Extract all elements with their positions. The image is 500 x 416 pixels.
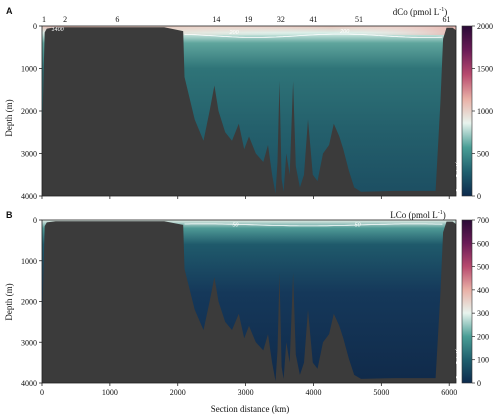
colorbar-tick-label: 100 [477,356,489,365]
station-label: 19 [244,15,252,24]
panel-b-bathymetry [42,221,456,383]
colorbar-bar [461,25,473,197]
x-tick-label: 4000 [305,388,321,397]
contour-label: 200 [339,29,350,35]
panel-a-colorbar: 0 500 1000 1500 2000 Ocean Data View [455,22,493,201]
y-tick-label: 1000 [21,65,37,74]
y-tick-label: 0 [33,216,37,225]
station-label: 14 [212,15,220,24]
panel-b-x-label: Section distance (km) [211,404,289,414]
colorbar-bar [461,219,473,384]
colorbar-tick-label: 700 [477,216,489,225]
odv-watermark: Ocean Data View [455,155,460,192]
panel-b-colorbar-title: LCo (pmol L-1) [390,210,446,220]
panel-a: A 1 2 6 14 19 32 41 51 61 1400 200 200 0 1000 2000 30… [4,6,493,201]
y-tick-label: 0 [33,22,37,31]
station-label: 1 [42,15,46,24]
contour-label: 50 [355,222,362,228]
panel-a-surface-band [42,26,456,35]
contour-label: 50 [232,222,239,228]
station-label: 32 [277,15,285,24]
panel-a-colorbar-title: dCo (pmol L-1) [393,7,448,17]
panel-b-letter: B [6,210,13,220]
colorbar-tick-label: 500 [477,263,489,272]
odv-watermark: Ocean Data View [455,342,460,379]
y-tick-label: 2000 [21,298,37,307]
x-tick-label: 1000 [102,388,118,397]
colorbar-tick-label: 2000 [477,22,493,31]
colorbar-tick-label: 500 [477,150,489,159]
x-tick-label: 0 [40,388,44,397]
colorbar-tick-label: 200 [477,332,489,341]
station-label: 61 [442,15,450,24]
panel-a-y-axis: 0 1000 2000 3000 4000 [21,22,42,201]
panel-b-contour-labels: 50 50 [232,222,361,228]
y-tick-label: 1000 [21,257,37,266]
panel-a-contour-labels: 1400 200 200 [51,27,350,36]
panel-b-contour-50 [184,223,443,227]
station-label: 2 [63,15,67,24]
x-tick-label: 2000 [170,388,186,397]
x-tick-label: 3000 [238,388,254,397]
station-label: 6 [115,15,119,24]
station-label: 51 [355,15,363,24]
colorbar-tick-label: 0 [477,379,481,388]
y-tick-label: 2000 [21,107,37,116]
panel-a-contour-200 [184,33,443,38]
panel-b-colorbar: 0 100 200 300 400 500 600 700 Ocean Data View [455,216,489,388]
contour-label: 1400 [51,27,64,33]
panel-a-x-ticks [41,196,450,199]
panel-b-y-label: Depth (m) [4,283,14,320]
panel-a-letter: A [6,6,13,16]
panel-a-y-label: Depth (m) [4,99,14,136]
colorbar-tick-label: 1500 [477,65,493,74]
y-tick-label: 3000 [21,338,37,347]
colorbar-tick-label: 400 [477,286,489,295]
x-tick-label: 5000 [373,388,389,397]
y-tick-label: 3000 [21,150,37,159]
colorbar-tick-label: 0 [477,192,481,201]
panel-b-x-axis: 0 1000 2000 3000 4000 5000 6000 [40,383,457,397]
colorbar-tick-label: 1000 [477,107,493,116]
contour-label: 200 [228,30,239,36]
panel-a-bathymetry [42,27,456,196]
y-tick-label: 4000 [21,192,37,201]
panel-a-station-labels: 1 2 6 14 19 32 41 51 61 [42,15,450,24]
colorbar-tick-label: 600 [477,239,489,248]
panel-b-y-axis: 0 1000 2000 3000 4000 [21,216,42,388]
x-tick-label: 6000 [441,388,457,397]
colorbar-tick-label: 300 [477,309,489,318]
y-tick-label: 4000 [21,379,37,388]
station-label: 41 [309,15,317,24]
